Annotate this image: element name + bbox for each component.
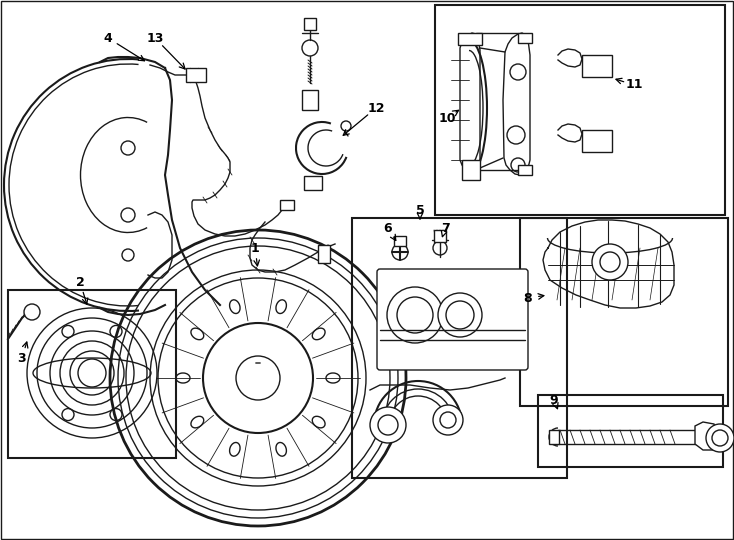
Circle shape: [387, 287, 443, 343]
Text: 3: 3: [18, 352, 26, 365]
Bar: [302, 90, 318, 110]
Text: 10: 10: [438, 111, 456, 125]
Circle shape: [592, 244, 628, 280]
Bar: [458, 33, 482, 45]
Text: 1: 1: [250, 241, 259, 254]
Text: 12: 12: [367, 102, 385, 114]
Circle shape: [706, 424, 734, 452]
Circle shape: [433, 405, 463, 435]
Bar: [538, 395, 723, 467]
Bar: [582, 130, 612, 152]
Circle shape: [392, 244, 408, 260]
Text: 7: 7: [440, 221, 449, 234]
Bar: [462, 160, 480, 180]
Circle shape: [341, 121, 351, 131]
Bar: [518, 165, 532, 175]
Circle shape: [510, 64, 526, 80]
Bar: [520, 218, 728, 406]
Text: 13: 13: [146, 31, 164, 44]
Bar: [304, 176, 322, 190]
Circle shape: [433, 241, 447, 255]
Text: 6: 6: [384, 221, 392, 234]
Bar: [318, 245, 330, 263]
Circle shape: [507, 126, 525, 144]
Bar: [394, 236, 406, 246]
Bar: [8, 290, 176, 458]
Text: 4: 4: [103, 31, 112, 44]
Circle shape: [302, 40, 318, 56]
Circle shape: [438, 293, 482, 337]
Text: 2: 2: [76, 275, 84, 288]
Text: 11: 11: [625, 78, 643, 91]
Bar: [304, 18, 316, 30]
Circle shape: [511, 158, 525, 172]
Text: 5: 5: [415, 204, 424, 217]
Polygon shape: [460, 33, 480, 178]
Bar: [582, 55, 612, 77]
Bar: [518, 33, 532, 43]
Bar: [434, 230, 446, 242]
Bar: [435, 5, 725, 215]
Bar: [549, 430, 559, 444]
Bar: [280, 200, 294, 210]
Polygon shape: [695, 422, 718, 450]
Text: 8: 8: [523, 292, 532, 305]
Circle shape: [370, 407, 406, 443]
Circle shape: [24, 304, 40, 320]
Bar: [186, 68, 206, 82]
Bar: [352, 218, 567, 478]
Polygon shape: [503, 33, 530, 175]
Text: 9: 9: [550, 394, 559, 407]
FancyBboxPatch shape: [377, 269, 528, 370]
